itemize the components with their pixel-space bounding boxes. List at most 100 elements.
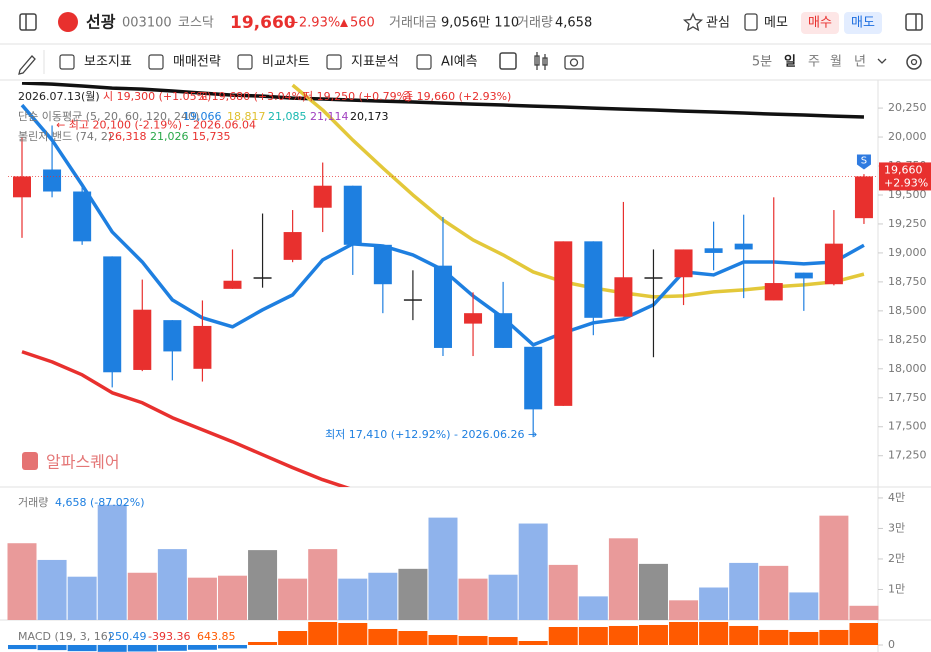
macd-bar xyxy=(729,625,759,645)
y-tick-label: 19,500 xyxy=(888,188,927,201)
buy-button[interactable] xyxy=(801,12,839,34)
turnover: 9,056만 110 xyxy=(441,16,519,31)
volume-title: 거래량 xyxy=(18,496,48,509)
candle-body xyxy=(343,185,362,245)
tool-item[interactable]: AI예측 xyxy=(441,55,478,70)
tool-item[interactable]: 비교차트 xyxy=(262,55,310,70)
tool-item[interactable]: 지표분석 xyxy=(351,55,399,70)
candle-body xyxy=(554,241,573,406)
volume-bar xyxy=(398,568,428,620)
volume-bar xyxy=(308,549,338,620)
macd-bar xyxy=(428,634,458,645)
star-icon xyxy=(682,12,704,32)
legend-ma-value: 21,114 xyxy=(310,110,349,123)
market: 코스닥 xyxy=(178,16,214,31)
candle-body xyxy=(103,256,122,373)
settings-icon[interactable] xyxy=(906,54,922,70)
macd-legend: -393.36 xyxy=(148,630,190,643)
y-tick-label: 20,000 xyxy=(888,130,927,143)
volume-value: 4,658 (-87.02%) xyxy=(55,496,144,509)
volume-bar xyxy=(518,523,548,620)
legend-bb-value: 26,318 xyxy=(108,130,147,143)
low-annotation: 최저 17,410 (+12.92%) - 2026.06.26 → xyxy=(325,428,537,441)
box-icon[interactable] xyxy=(499,52,517,70)
tool-item[interactable]: 보조지표 xyxy=(84,55,132,70)
macd-legend: 643.85 xyxy=(197,630,236,643)
tool-icon[interactable] xyxy=(237,54,253,70)
y-tick-label: 2만 xyxy=(888,552,905,565)
tool-item[interactable]: 매매전략 xyxy=(173,55,221,70)
watch-button[interactable]: 관심 xyxy=(706,16,730,31)
macd-bar xyxy=(849,623,878,645)
tool-icon[interactable] xyxy=(326,54,342,70)
y-tick-label: 3만 xyxy=(888,521,905,534)
memo-icon xyxy=(744,13,758,31)
tool-icon[interactable] xyxy=(148,54,164,70)
legend-ohlc: 저 19,250 (+0.79%) xyxy=(303,90,411,103)
macd-bar xyxy=(217,644,247,649)
volume-bar xyxy=(278,578,308,620)
sell-button[interactable] xyxy=(844,12,882,34)
candle-body xyxy=(43,169,62,192)
volume-bar xyxy=(819,515,849,620)
volume-bar xyxy=(127,572,157,620)
y-tick-label: 18,250 xyxy=(888,333,927,346)
memo-button[interactable]: 메모 xyxy=(764,16,788,31)
tool-icon[interactable] xyxy=(416,54,432,70)
y-tick-label: 20,250 xyxy=(888,101,927,114)
y-tick-label: 19,000 xyxy=(888,246,927,259)
change-pct: +2.93% xyxy=(288,16,340,31)
period[interactable]: 5분 xyxy=(752,55,772,70)
volume-bar xyxy=(729,562,759,620)
tool-icon[interactable] xyxy=(59,54,75,70)
period[interactable]: 일 xyxy=(784,55,796,70)
candle-icon[interactable] xyxy=(534,52,548,70)
candle-body xyxy=(494,313,513,348)
volume-bar xyxy=(97,504,127,620)
candle-body xyxy=(644,277,663,279)
sell-label[interactable]: 매도 xyxy=(851,16,875,31)
y-tick-label: 4만 xyxy=(888,491,905,504)
macd-bar xyxy=(8,644,37,650)
candle-body xyxy=(584,241,603,318)
volume-bar xyxy=(368,572,398,620)
period[interactable]: 주 xyxy=(808,55,820,70)
change: 560 xyxy=(350,16,375,31)
draw-icon[interactable] xyxy=(18,55,36,75)
macd-bar xyxy=(278,630,308,645)
candle-body xyxy=(373,244,392,285)
up-arrow xyxy=(340,19,348,27)
high-annotation: ← 최고 20,100 (-2.19%) - 2026.06.04 xyxy=(56,118,256,131)
sidebar-icon[interactable] xyxy=(19,13,37,31)
candle-body xyxy=(854,176,873,219)
legend-ma-value: 19,066 xyxy=(183,110,222,123)
candle-body xyxy=(193,325,212,369)
volume-bar xyxy=(7,543,37,620)
legend-ma-value: 18,817 xyxy=(227,110,266,123)
candle-body xyxy=(433,265,452,348)
macd-bar xyxy=(488,637,518,645)
macd-legend: 250.49 xyxy=(108,630,147,643)
chevron[interactable] xyxy=(877,58,887,64)
panel-icon[interactable] xyxy=(905,13,923,31)
candle-body xyxy=(764,283,783,301)
macd-bar xyxy=(97,644,127,652)
buy-label[interactable]: 매수 xyxy=(808,16,832,31)
period[interactable]: 년 xyxy=(854,55,866,70)
macd-bar xyxy=(127,644,157,652)
legend-ma-value: 20,173 xyxy=(350,110,389,123)
volume: 4,658 xyxy=(555,16,592,31)
period[interactable]: 월 xyxy=(830,55,842,70)
y-tick-label: 0 xyxy=(888,638,895,651)
macd-bar xyxy=(398,630,428,645)
camera-icon[interactable] xyxy=(564,55,584,70)
volume-bar xyxy=(578,596,608,620)
candle-body xyxy=(283,232,302,260)
candle-body xyxy=(674,249,693,278)
legend-ohlc: 고 19,680 (+3.04%) xyxy=(198,90,306,103)
macd-bar xyxy=(67,644,97,652)
price-tag-change: +2.93% xyxy=(884,176,928,189)
volume-bar xyxy=(67,576,97,620)
signal-label: S xyxy=(861,155,867,166)
